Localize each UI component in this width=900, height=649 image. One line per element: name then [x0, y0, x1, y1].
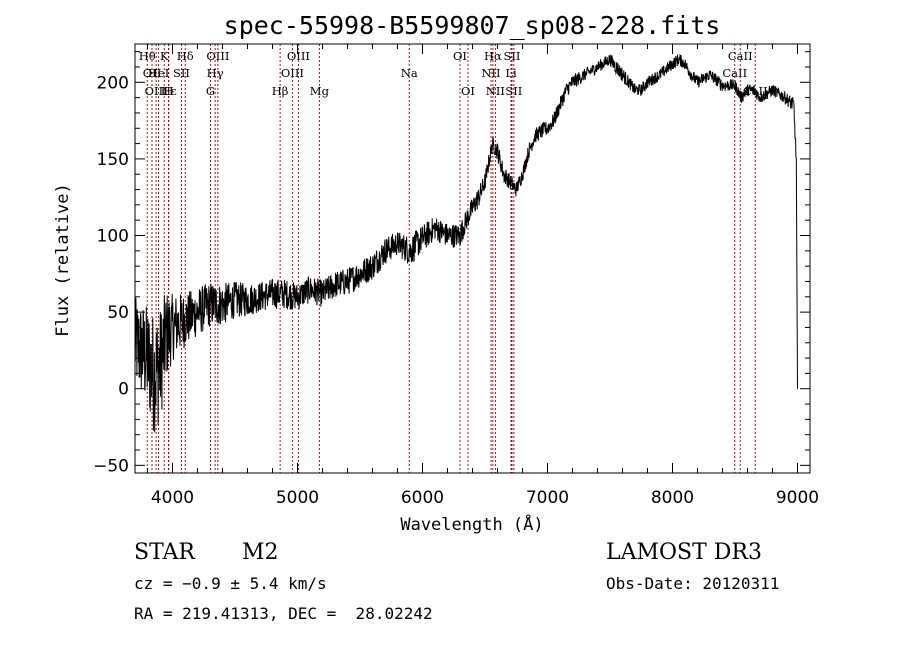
y-tick-label: 200 — [97, 73, 129, 93]
y-tick-label: −50 — [93, 456, 129, 476]
spectral-line-label: Hδ — [177, 49, 194, 63]
spectral-line-label: Li — [505, 66, 517, 80]
spectral-line-label: CaII — [728, 49, 753, 63]
spectral-line-label: OIII — [206, 49, 229, 63]
spectral-line-label: OI — [453, 49, 467, 63]
spectral-line-label: SII — [504, 49, 521, 63]
spectral-line-label: Hε — [161, 84, 177, 98]
spectral-line-label: OIII — [145, 84, 168, 98]
spectral-line-label: K — [160, 49, 169, 63]
spectral-line-label: Hγ — [207, 66, 224, 80]
chart-title: spec-55998-B5599807_sp08-228.fits — [224, 11, 721, 40]
spectral-line-label: SII — [505, 84, 522, 98]
spectral-line-label: SII — [173, 66, 190, 80]
object-subclass: M2 — [242, 540, 279, 565]
x-axis-label: Wavelength (Å) — [400, 513, 543, 535]
spectral-line-label: CaII — [722, 66, 747, 80]
spectral-line-label: Hβ — [272, 84, 289, 98]
x-tick-label: 4000 — [151, 488, 194, 508]
spectral-line-label: OI — [461, 84, 475, 98]
y-tick-label: 50 — [107, 303, 129, 323]
spectral-line-label: Hθ — [139, 49, 156, 63]
y-tick-label: 0 — [118, 380, 129, 400]
spectral-line-label: OIII — [281, 66, 304, 80]
object-class: STAR — [134, 540, 195, 565]
spectral-line-label: OIII — [287, 49, 310, 63]
redshift-cz: cz = −0.9 ± 5.4 km/s — [134, 574, 327, 593]
spectral-line-label: Mg — [310, 84, 330, 98]
x-tick-label: 6000 — [401, 488, 444, 508]
spectral-line-label: NII — [486, 84, 505, 98]
survey-name: LAMOST DR3 — [606, 540, 762, 565]
spectral-line-label: Na — [401, 66, 418, 80]
spectral-line-label: OII — [143, 66, 162, 80]
x-tick-label: 8000 — [651, 488, 694, 508]
flux-spectrum-line — [134, 53, 798, 433]
plot-area: HθOIIOIIIHeIKHεHSIIHδGHγOIIIHβOIIIOIIIMg… — [93, 43, 819, 508]
observation-date: Obs-Date: 20120311 — [606, 574, 780, 593]
spectral-line-label: G — [206, 84, 215, 98]
y-tick-label: 100 — [97, 227, 129, 247]
sky-coordinates: RA = 219.41313, DEC = 28.02242 — [134, 604, 433, 623]
spectral-line-label: NII — [481, 66, 500, 80]
y-tick-label: 150 — [97, 150, 129, 170]
y-axis-label: Flux (relative) — [53, 183, 73, 337]
spectral-line-label: HeI — [148, 66, 169, 80]
spectral-line-label: Hα — [484, 49, 502, 63]
x-tick-label: 7000 — [526, 488, 569, 508]
spectral-line-label: H — [163, 84, 173, 98]
plot-frame — [134, 43, 811, 474]
x-tick-label: 5000 — [276, 488, 319, 508]
x-tick-label: 9000 — [776, 488, 819, 508]
spectrum-chart: spec-55998-B5599807_sp08-228.fits Hθ OII O… — [53, 11, 819, 535]
